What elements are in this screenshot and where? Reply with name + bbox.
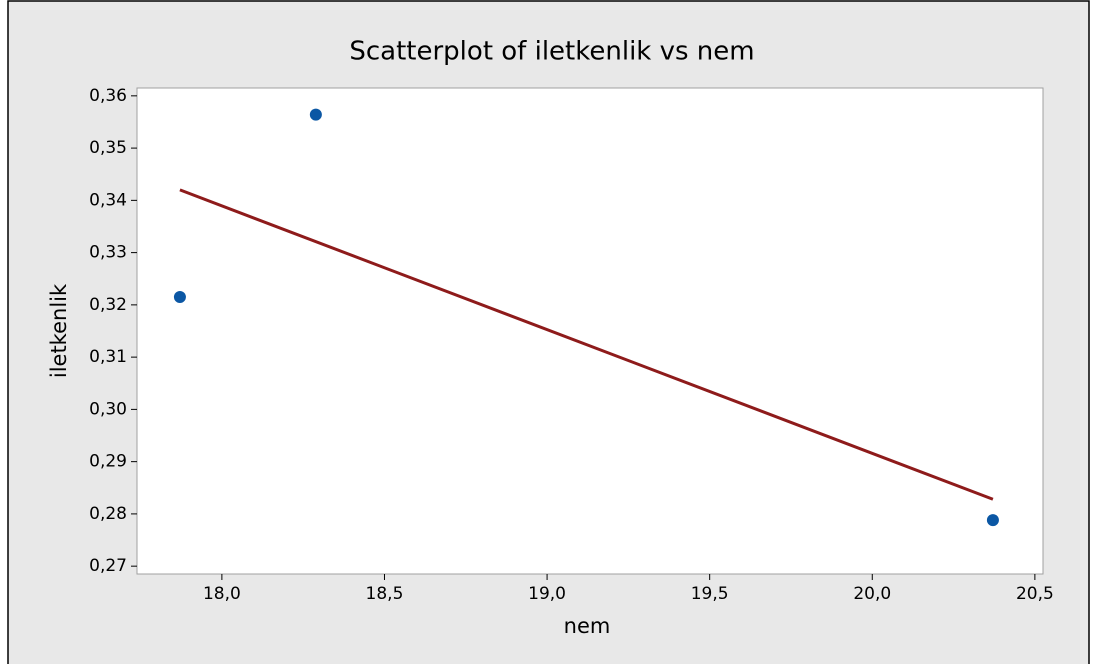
y-tick-label: 0,31 [89,347,127,367]
chart-title: Scatterplot of iletkenlik vs nem [349,37,754,67]
x-tick-label: 18,0 [203,584,241,604]
x-tick-label: 20,0 [853,584,891,604]
y-tick-label: 0,29 [89,452,127,472]
y-tick-label: 0,28 [89,504,127,524]
point [309,108,322,121]
fit-line [179,188,994,501]
y-tick-label: 0,30 [89,399,127,419]
x-tick-label: 19,5 [691,584,729,604]
y-tick-label: 0,35 [89,138,127,158]
x-axis-label: nem [564,614,611,638]
y-tick-label: 0,27 [89,556,127,576]
x-tick-label: 18,5 [366,584,404,604]
x-tick-label: 19,0 [528,584,566,604]
y-tick-label: 0,36 [89,86,127,106]
y-axis-label: iletkenlik [47,283,71,378]
point [986,514,999,527]
y-tick-label: 0,33 [89,243,127,263]
y-tick-label: 0,34 [89,190,127,210]
x-tick-label: 20,5 [1016,584,1054,604]
point [173,291,186,304]
plot-area [136,87,1044,575]
y-tick-label: 0,32 [89,295,127,315]
